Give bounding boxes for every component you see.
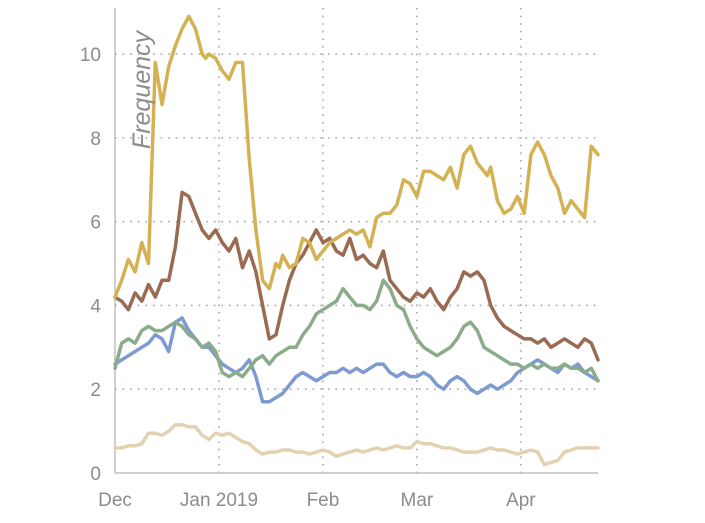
- y-tick-label: 0: [90, 464, 101, 485]
- series-line-gold: [113, 14, 600, 299]
- y-tick-label: 6: [90, 213, 101, 234]
- tick-labels: 0 2 4 6 8 10 Dec Jan 2019 Feb Mar Apr: [80, 45, 536, 511]
- x-tick-label: Jan 2019: [180, 490, 258, 511]
- y-axis-label: Frequency: [128, 29, 156, 149]
- series-line-green: [113, 278, 600, 383]
- y-tick-label: 2: [90, 380, 101, 401]
- y-tick-label: 8: [90, 129, 101, 150]
- series-line-brown: [113, 190, 600, 362]
- series-line-beige: [113, 423, 600, 467]
- grid: [115, 8, 598, 473]
- x-tick-label: Dec: [98, 490, 132, 511]
- x-tick-label: Feb: [307, 490, 340, 511]
- x-tick-label: Apr: [506, 490, 536, 511]
- series-lines: [113, 14, 600, 467]
- axes: [114, 8, 598, 474]
- y-tick-label: 10: [80, 45, 101, 66]
- y-tick-label: 4: [90, 296, 101, 317]
- x-tick-label: Mar: [401, 490, 434, 511]
